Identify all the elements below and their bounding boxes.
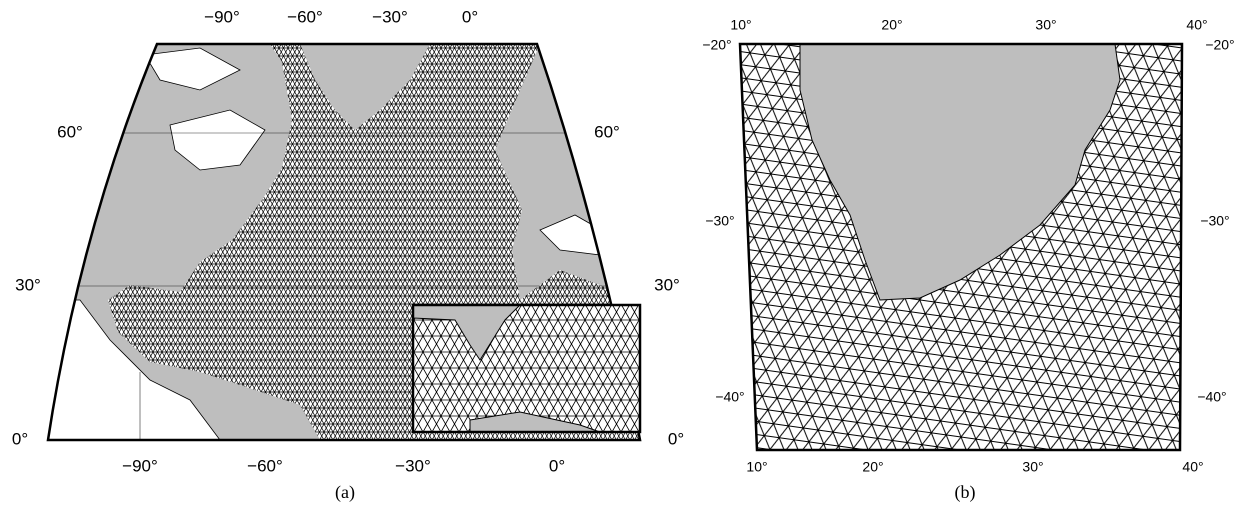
bottom-tick-label: 10°: [746, 459, 767, 475]
left-tick-label: −30°: [705, 213, 734, 229]
right-tick-label: 30°: [654, 275, 680, 294]
caption: (a): [335, 482, 355, 503]
top-tick-label: 40°: [1186, 17, 1207, 33]
right-tick-label: −20°: [1205, 37, 1234, 53]
left-tick-label: −40°: [715, 389, 744, 405]
inset: [413, 305, 640, 432]
right-tick-label: −30°: [1200, 213, 1229, 229]
top-tick-label: 30°: [1035, 17, 1056, 33]
bottom-tick-label: 30°: [1022, 459, 1043, 475]
figure: −90° −60° −30° 0° −90° −60° −30° 0° 60° …: [0, 0, 1253, 517]
panel-b: [740, 44, 1182, 450]
right-tick-label: 60°: [594, 122, 620, 141]
left-tick-label: −20°: [702, 37, 731, 53]
top-tick-label: 10°: [730, 17, 751, 33]
top-tick-label: 0°: [462, 7, 478, 26]
panel-a: [40, 40, 650, 450]
bottom-tick-label: 40°: [1182, 459, 1203, 475]
left-tick-label: 30°: [15, 275, 41, 294]
bottom-tick-label: −30°: [395, 456, 431, 475]
bottom-tick-label: 20°: [862, 459, 883, 475]
bottom-tick-label: −90°: [122, 456, 158, 475]
bottom-tick-label: −60°: [247, 456, 283, 475]
caption: (b): [955, 482, 976, 503]
right-tick-label: −40°: [1197, 389, 1226, 405]
left-tick-label: 60°: [57, 122, 83, 141]
top-tick-label: −30°: [372, 7, 408, 26]
right-tick-label: 0°: [668, 429, 684, 448]
bottom-tick-label: 0°: [549, 456, 565, 475]
left-tick-label: 0°: [12, 429, 28, 448]
top-tick-label: 20°: [881, 17, 902, 33]
top-tick-label: −90°: [204, 7, 240, 26]
top-tick-label: −60°: [287, 7, 323, 26]
